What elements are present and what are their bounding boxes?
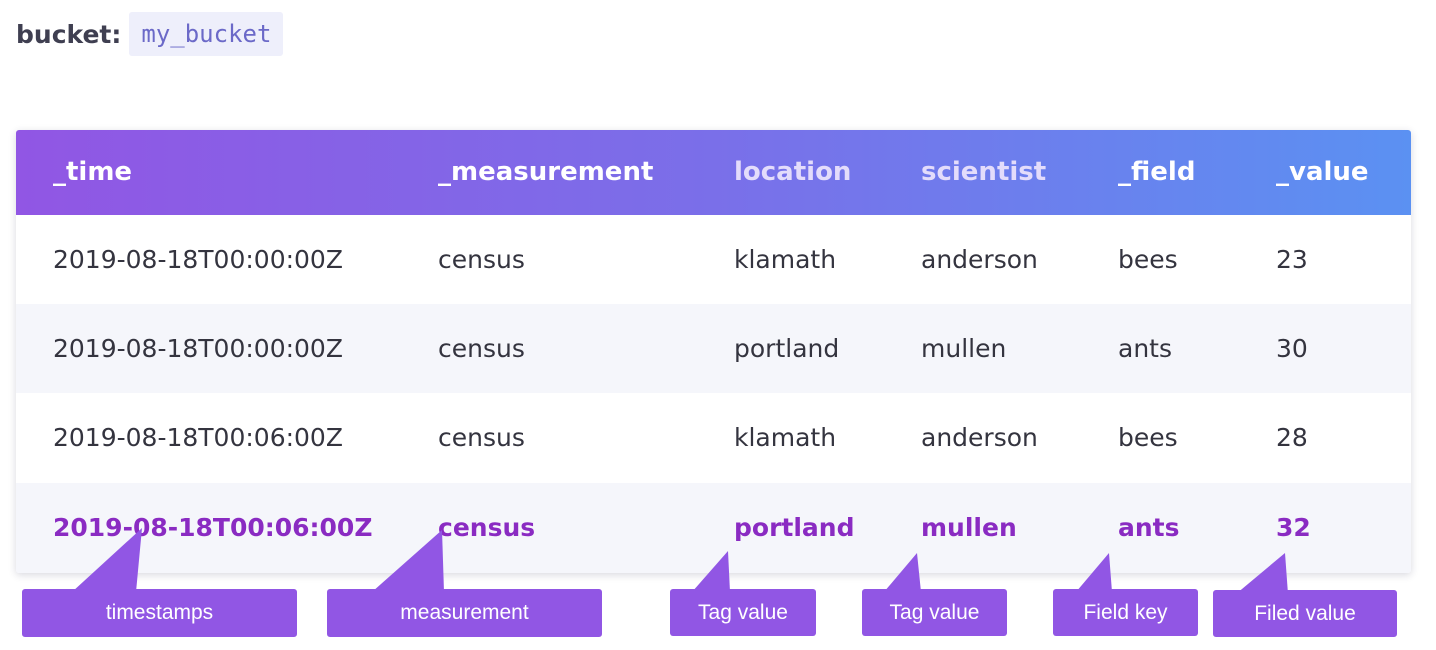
bucket-label: bucket: <box>16 19 122 49</box>
pointer-timestamps <box>72 528 142 592</box>
cell-measurement: census <box>438 513 536 542</box>
table-row: 2019-08-18T00:00:00Z census portland mul… <box>16 304 1411 393</box>
cell-time: 2019-08-18T00:00:00Z <box>53 334 343 363</box>
pointer-field-value <box>1236 553 1288 594</box>
cell-scientist: anderson <box>921 245 1038 274</box>
column-header-field: _field <box>1118 157 1196 187</box>
cell-measurement: census <box>438 245 525 274</box>
bucket-name: my_bucket <box>129 12 284 56</box>
cell-field: ants <box>1118 513 1180 542</box>
pointer-tag-value-location <box>692 551 730 592</box>
cell-field: bees <box>1118 423 1178 452</box>
callout-timestamps: timestamps <box>22 589 297 637</box>
column-header-location: location <box>734 157 852 187</box>
table-row: 2019-08-18T00:00:00Z census klamath ande… <box>16 215 1411 304</box>
cell-field: bees <box>1118 245 1178 274</box>
cell-measurement: census <box>438 423 525 452</box>
cell-time: 2019-08-18T00:06:00Z <box>53 513 373 542</box>
highlighted-table-row: 2019-08-18T00:06:00Z census portland mul… <box>16 483 1411 573</box>
column-header-scientist: scientist <box>921 157 1047 187</box>
cell-field: ants <box>1118 334 1172 363</box>
callout-field-value: Filed value <box>1213 590 1397 637</box>
table-row: 2019-08-18T00:06:00Z census klamath ande… <box>16 393 1411 482</box>
callout-tag-value-scientist: Tag value <box>862 589 1007 636</box>
cell-scientist: mullen <box>921 334 1007 363</box>
column-header-time: _time <box>53 157 133 187</box>
cell-value: 23 <box>1276 245 1308 274</box>
cell-value: 28 <box>1276 423 1308 452</box>
column-header-value: _value <box>1276 157 1369 187</box>
cell-location: klamath <box>734 245 837 274</box>
cell-scientist: anderson <box>921 423 1038 452</box>
callout-field-key: Field key <box>1053 589 1198 636</box>
bucket-line: bucket: my_bucket <box>16 12 284 56</box>
callout-tag-value-location: Tag value <box>670 589 816 636</box>
cell-value: 32 <box>1276 513 1311 542</box>
cell-time: 2019-08-18T00:00:00Z <box>53 245 343 274</box>
pointer-tag-value-scientist <box>884 553 921 592</box>
pointer-field-key <box>1076 553 1112 592</box>
cell-measurement: census <box>438 334 525 363</box>
callout-measurement: measurement <box>327 589 602 637</box>
cell-time: 2019-08-18T00:06:00Z <box>53 423 343 452</box>
cell-scientist: mullen <box>921 513 1017 542</box>
table-header: _time _measurement location scientist _f… <box>16 130 1411 215</box>
cell-location: klamath <box>734 423 837 452</box>
cell-value: 30 <box>1276 334 1308 363</box>
cell-location: portland <box>734 334 840 363</box>
pointer-measurement <box>372 530 444 592</box>
cell-location: portland <box>734 513 855 542</box>
column-header-measurement: _measurement <box>438 157 654 187</box>
data-table: _time _measurement location scientist _f… <box>16 130 1411 573</box>
